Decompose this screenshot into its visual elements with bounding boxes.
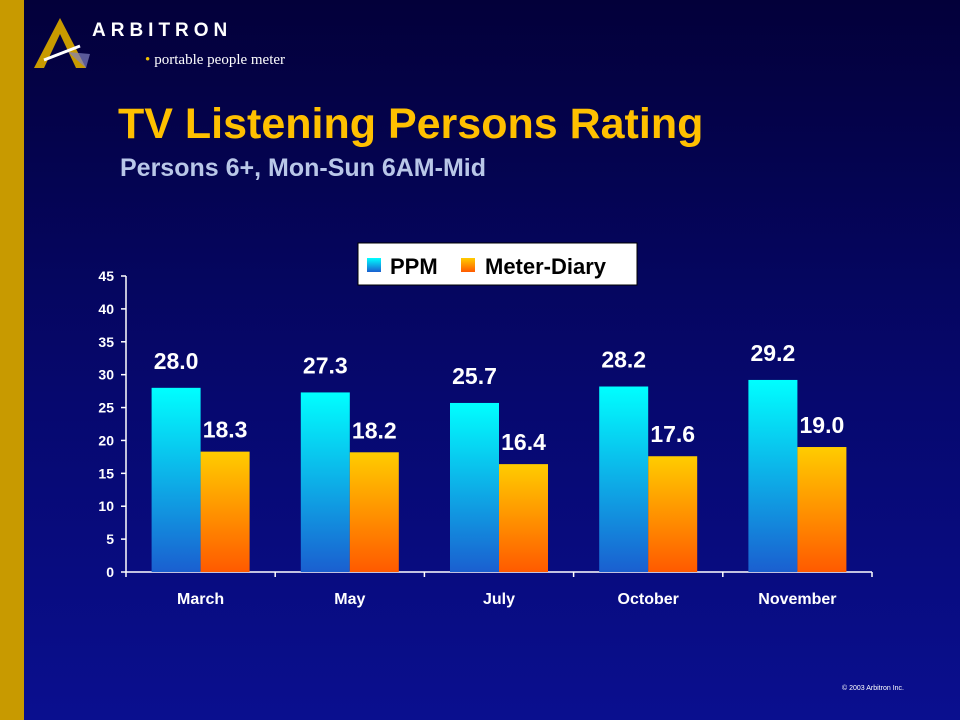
x-category-label: November	[758, 591, 836, 608]
y-tick-label: 25	[98, 400, 114, 416]
data-label-ppm: 29.2	[751, 340, 796, 366]
data-label-ppm: 27.3	[303, 352, 348, 378]
bar-ppm	[599, 386, 649, 572]
y-tick-label: 40	[98, 301, 114, 317]
x-category-label: October	[618, 591, 679, 608]
arbitron-logo: ARBITRON • portable people meter	[30, 14, 350, 78]
y-tick-label: 35	[98, 334, 114, 350]
data-label-meter-diary: 18.2	[352, 417, 397, 443]
page-subtitle: Persons 6+, Mon-Sun 6AM-Mid	[120, 154, 487, 182]
y-tick-label: 30	[98, 367, 114, 383]
page-title: TV Listening Persons Rating	[118, 100, 704, 148]
legend-swatch-ppm	[367, 258, 381, 272]
sidebar-stripe	[0, 0, 24, 720]
legend-label-meter-diary: Meter-Diary	[485, 254, 607, 279]
bar-ppm	[748, 379, 798, 572]
x-category-label: May	[334, 591, 365, 608]
data-label-ppm: 28.2	[601, 347, 646, 373]
bar-meter-diary	[797, 447, 847, 572]
data-label-meter-diary: 19.0	[800, 412, 845, 438]
copyright-notice: © 2003 Arbitron Inc.	[842, 685, 904, 692]
legend-label-ppm: PPM	[390, 254, 438, 279]
data-label-ppm: 25.7	[452, 363, 497, 389]
chart-bars	[151, 379, 847, 572]
tagline-text: portable people meter	[154, 52, 286, 68]
bar-meter-diary	[499, 464, 548, 572]
bar-meter-diary	[200, 451, 250, 572]
data-label-meter-diary: 17.6	[650, 421, 695, 447]
bar-ppm	[151, 387, 201, 572]
bar-meter-diary	[648, 456, 698, 572]
y-tick-label: 0	[106, 564, 114, 580]
data-label-ppm: 28.0	[154, 348, 199, 374]
bar-ppm	[300, 392, 350, 572]
data-label-meter-diary: 16.4	[501, 429, 546, 455]
chart-legend: PPM Meter-Diary	[357, 242, 638, 286]
y-tick-label: 10	[98, 498, 114, 514]
arbitron-logo-icon	[34, 18, 90, 68]
chart-labels: 28.0 18.3 March 27.3 18.2 May 25.7 16.4 July 28.2…	[154, 340, 845, 608]
y-tick-label: 5	[106, 531, 114, 547]
x-category-label: July	[483, 591, 515, 608]
y-tick-label: 45	[98, 268, 114, 284]
bar-meter-diary	[349, 452, 399, 572]
data-label-meter-diary: 18.3	[203, 417, 248, 443]
tagline: • portable people meter	[145, 52, 286, 68]
legend-swatch-meter-diary	[461, 258, 475, 272]
brand-name: ARBITRON	[92, 20, 233, 41]
y-tick-label: 20	[98, 432, 114, 448]
legend-box	[357, 242, 638, 286]
x-category-label: March	[177, 591, 224, 608]
bar-ppm	[450, 402, 499, 572]
y-tick-label: 15	[98, 465, 114, 481]
